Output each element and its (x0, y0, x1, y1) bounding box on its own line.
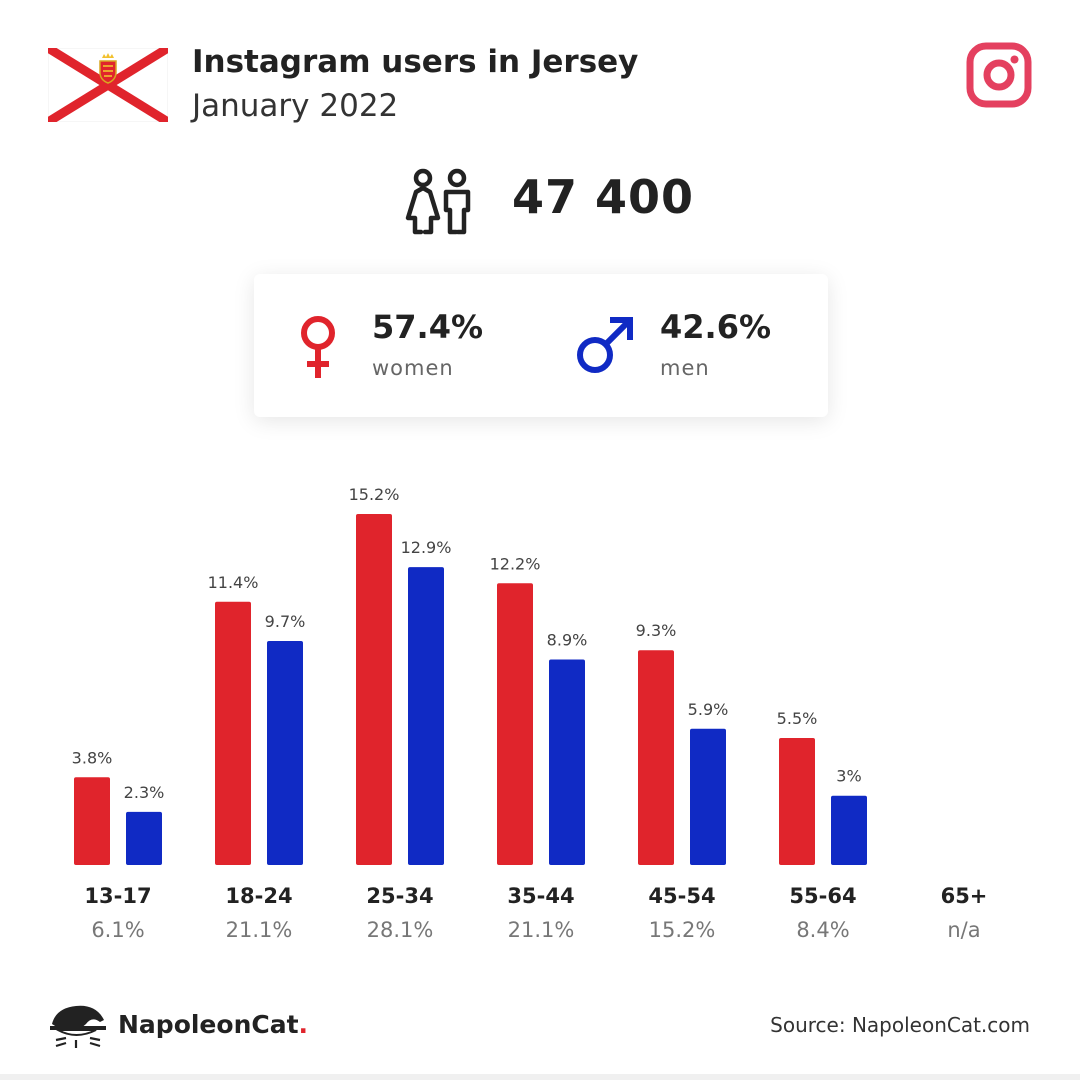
age-group-label: 35-44 (507, 884, 575, 908)
bar-men-35-44 (549, 659, 585, 865)
data-label-men-13-17: 2.3% (124, 783, 165, 802)
instagram-icon[interactable] (966, 42, 1032, 108)
brand-text: NapoleonCat (118, 1010, 299, 1039)
age-group-label: 65+ (940, 884, 988, 908)
source-credit: Source: NapoleonCat.com (770, 1013, 1030, 1037)
age-group-label: 18-24 (225, 884, 293, 908)
data-label-men-18-24: 9.7% (265, 612, 306, 631)
age-group-label: 55-64 (789, 884, 857, 908)
age-gender-bar-chart: 3.8% 2.3% 11.4% 9.7% 15.2% 12.9% 12.2% 8.9% 9.3%… (72, 485, 867, 865)
jersey-flag-icon (48, 48, 168, 122)
bar-men-18-24 (267, 641, 303, 865)
age-group-share: 8.4% (796, 918, 850, 942)
age-group-share: 15.2% (648, 918, 716, 942)
brand-name[interactable]: NapoleonCat. (118, 1010, 308, 1039)
men-label: men (660, 356, 710, 380)
women-label: women (372, 356, 454, 380)
bar-men-45-54 (690, 728, 726, 865)
bar-men-25-34 (408, 567, 444, 865)
bar-women-35-44 (497, 583, 533, 865)
total-users-count: 47 400 (512, 170, 695, 224)
bar-men-55-64 (831, 795, 867, 865)
page-subtitle: January 2022 (192, 88, 399, 124)
napoleoncat-logo-icon (50, 1005, 106, 1048)
age-group-share: 6.1% (91, 918, 145, 942)
bar-women-13-17 (74, 777, 110, 865)
data-label-women-45-54: 9.3% (636, 621, 677, 640)
bar-men-13-17 (126, 811, 162, 865)
bar-women-18-24 (215, 601, 251, 865)
people-icon (405, 168, 471, 235)
age-group-label: 13-17 (84, 884, 152, 908)
age-group-share: n/a (947, 918, 981, 942)
men-percentage: 42.6% (660, 308, 772, 346)
bar-women-45-54 (638, 650, 674, 865)
age-group-share: 21.1% (507, 918, 575, 942)
data-label-women-35-44: 12.2% (490, 554, 541, 573)
gender-split-card: 57.4% women 42.6% men (254, 274, 828, 417)
data-label-women-13-17: 3.8% (72, 748, 113, 767)
bar-women-25-34 (356, 514, 392, 865)
data-label-women-55-64: 5.5% (777, 709, 818, 728)
bottom-strip (0, 1074, 1080, 1080)
age-group-share: 28.1% (366, 918, 434, 942)
data-label-men-35-44: 8.9% (547, 630, 588, 649)
page-title: Instagram users in Jersey (192, 44, 639, 80)
age-group-label: 45-54 (648, 884, 716, 908)
brand-dot: . (298, 1010, 309, 1039)
age-group-label: 25-34 (366, 884, 434, 908)
age-group-share: 21.1% (225, 918, 293, 942)
data-label-women-18-24: 11.4% (208, 573, 259, 592)
bar-women-55-64 (779, 737, 815, 865)
data-label-men-45-54: 5.9% (688, 700, 729, 719)
female-symbol-icon (301, 316, 335, 378)
women-percentage: 57.4% (372, 308, 484, 346)
data-label-women-25-34: 15.2% (349, 485, 400, 504)
male-symbol-icon (577, 317, 633, 373)
data-label-men-25-34: 12.9% (401, 538, 452, 557)
data-label-men-55-64: 3% (836, 767, 861, 786)
